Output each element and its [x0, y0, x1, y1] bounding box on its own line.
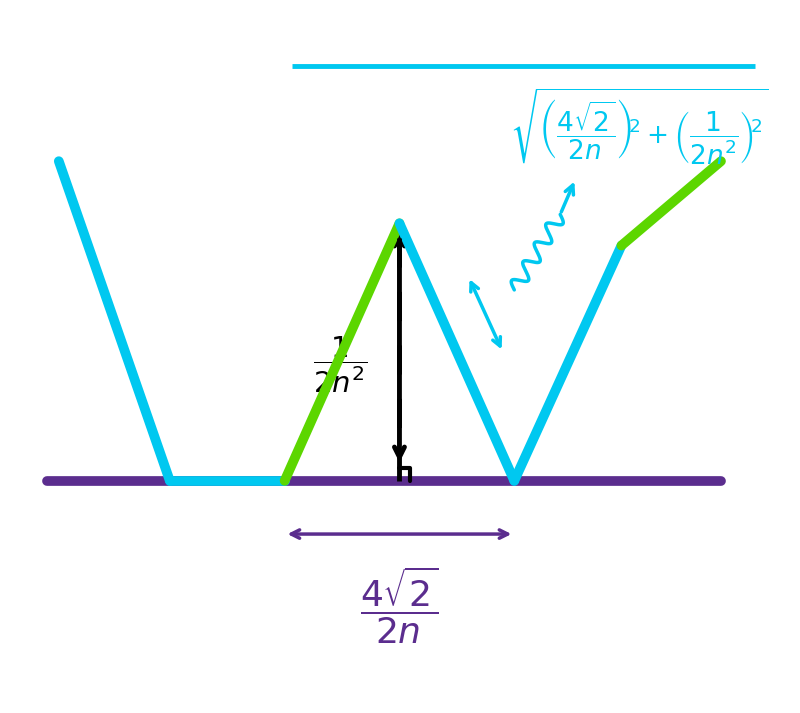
Text: $\dfrac{1}{2n^2}$: $\dfrac{1}{2n^2}$ [313, 335, 367, 396]
Text: $\dfrac{4\sqrt{2}}{2n}$: $\dfrac{4\sqrt{2}}{2n}$ [360, 565, 438, 646]
Text: $\sqrt{\left(\dfrac{4\sqrt{2}}{2n}\right)^{\!\!2}+\left(\dfrac{1}{2n^2}\right)^{: $\sqrt{\left(\dfrac{4\sqrt{2}}{2n}\right… [510, 86, 768, 165]
